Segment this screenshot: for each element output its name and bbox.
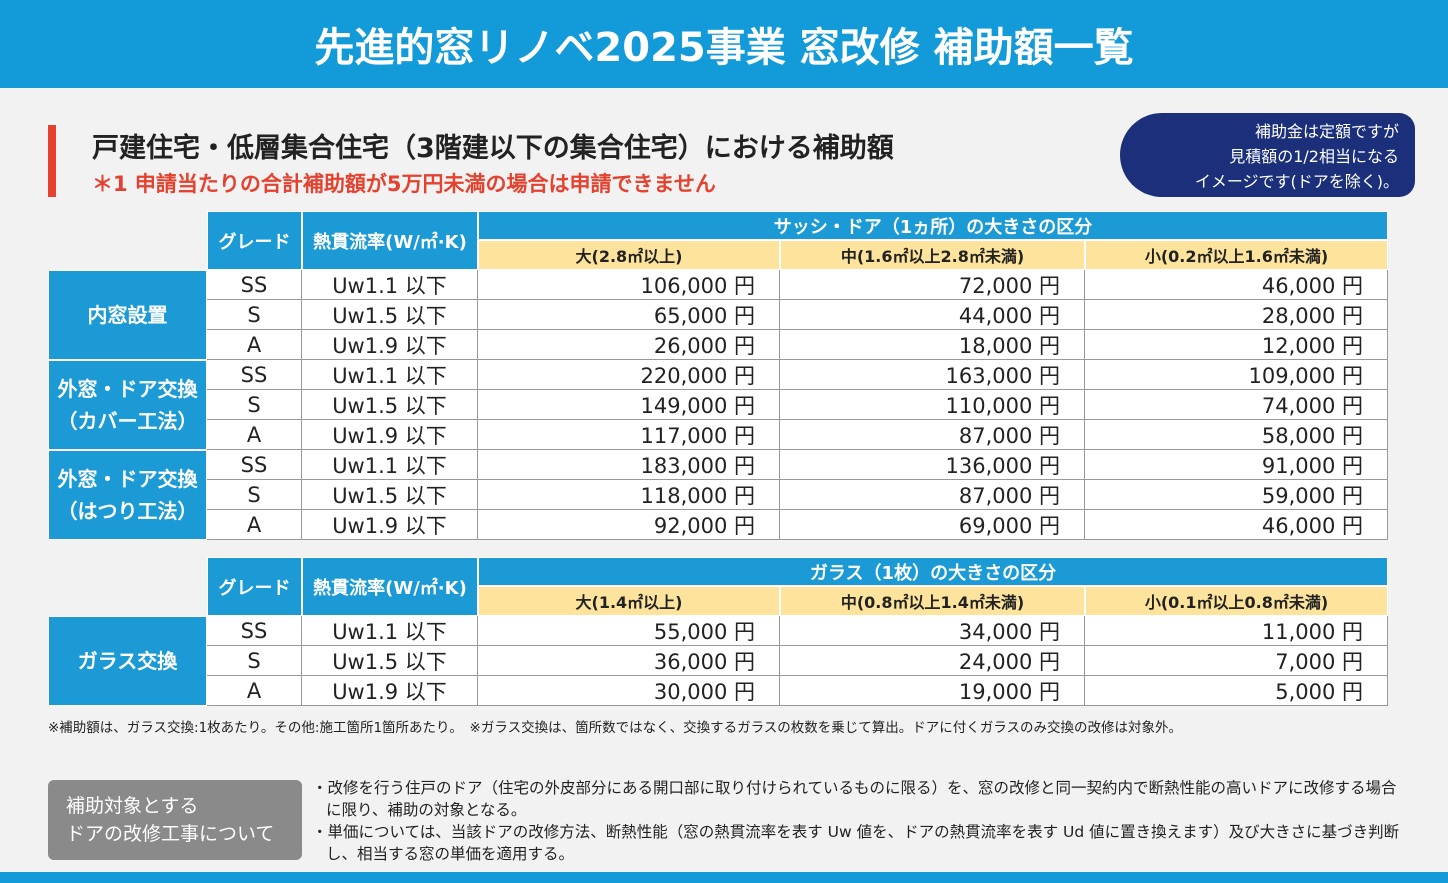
uw-header: 熱貫流率(W/㎡·K) bbox=[302, 211, 478, 270]
title: 先進的窓リノベ2025事業 窓改修 補助額一覧 bbox=[0, 0, 1448, 88]
amount: 46,000 円 bbox=[1085, 510, 1388, 540]
group-label-line: （カバー工法） bbox=[57, 409, 198, 433]
amount: 72,000 円 bbox=[780, 270, 1085, 300]
amount: 7,000 円 bbox=[1085, 646, 1388, 676]
grade: A bbox=[207, 510, 302, 540]
amount: 106,000 円 bbox=[478, 270, 780, 300]
group-label: 内窓設置 bbox=[48, 270, 207, 360]
group-label: 外窓・ドア交換 （はつり工法） bbox=[48, 450, 207, 540]
grade: S bbox=[207, 300, 302, 330]
bullet: ・改修を行う住戸のドア（住宅の外皮部分にある開口部に取り付けられているものに限る… bbox=[312, 779, 1397, 819]
amount: 74,000 円 bbox=[1085, 390, 1388, 420]
amount: 18,000 円 bbox=[780, 330, 1085, 360]
amount: 26,000 円 bbox=[478, 330, 780, 360]
amount: 149,000 円 bbox=[478, 390, 780, 420]
size-subheader: 小(0.1㎡以上0.8㎡未満) bbox=[1085, 586, 1388, 616]
size-header: サッシ・ドア（1ヵ所）の大きさの区分 bbox=[478, 211, 1388, 240]
amount: 87,000 円 bbox=[780, 420, 1085, 450]
grade-header: グレード bbox=[207, 211, 302, 270]
uw-value: Uw1.5 以下 bbox=[302, 390, 478, 420]
uw-value: Uw1.9 以下 bbox=[302, 676, 478, 706]
bottom-strip bbox=[0, 872, 1448, 883]
amount: 28,000 円 bbox=[1085, 300, 1388, 330]
door-bullets: ・改修を行う住戸のドア（住宅の外皮部分にある開口部に取り付けられているものに限る… bbox=[312, 777, 1402, 865]
uw-value: Uw1.1 以下 bbox=[302, 616, 478, 646]
grade: S bbox=[207, 390, 302, 420]
size-subheader: 大(2.8㎡以上) bbox=[478, 240, 780, 270]
callout: 補助金は定額ですが 見積額の1/2相当になる イメージです(ドアを除く)。 bbox=[1120, 113, 1415, 197]
amount: 91,000 円 bbox=[1085, 450, 1388, 480]
amount: 11,000 円 bbox=[1085, 616, 1388, 646]
group-label-line: 外窓・ドア交換 bbox=[57, 377, 198, 401]
amount: 44,000 円 bbox=[780, 300, 1085, 330]
door-label: 補助対象とする ドアの改修工事について bbox=[48, 780, 302, 860]
amount: 65,000 円 bbox=[478, 300, 780, 330]
grade: SS bbox=[207, 450, 302, 480]
amount: 183,000 円 bbox=[478, 450, 780, 480]
uw-value: Uw1.9 以下 bbox=[302, 510, 478, 540]
amount: 34,000 円 bbox=[780, 616, 1085, 646]
grade: SS bbox=[207, 360, 302, 390]
amount: 30,000 円 bbox=[478, 676, 780, 706]
bullet: ・単価については、当該ドアの改修方法、断熱性能（窓の熱貫流率を表す Uw 値を、… bbox=[312, 823, 1400, 863]
grade: A bbox=[207, 420, 302, 450]
door-label-line: ドアの改修工事について bbox=[66, 823, 275, 845]
amount: 69,000 円 bbox=[780, 510, 1085, 540]
size-header: ガラス（1枚）の大きさの区分 bbox=[478, 557, 1388, 586]
uw-value: Uw1.5 以下 bbox=[302, 300, 478, 330]
uw-value: Uw1.1 以下 bbox=[302, 360, 478, 390]
uw-value: Uw1.5 以下 bbox=[302, 480, 478, 510]
uw-value: Uw1.5 以下 bbox=[302, 646, 478, 676]
uw-value: Uw1.9 以下 bbox=[302, 330, 478, 360]
amount: 5,000 円 bbox=[1085, 676, 1388, 706]
callout-line: 見積額の1/2相当になる bbox=[1229, 147, 1399, 166]
amount: 136,000 円 bbox=[780, 450, 1085, 480]
group-label-line: （はつり工法） bbox=[57, 499, 198, 523]
uw-header: 熱貫流率(W/㎡·K) bbox=[302, 557, 478, 616]
amount: 220,000 円 bbox=[478, 360, 780, 390]
amount: 92,000 円 bbox=[478, 510, 780, 540]
amount: 12,000 円 bbox=[1085, 330, 1388, 360]
callout-line: 補助金は定額ですが bbox=[1254, 122, 1399, 141]
amount: 24,000 円 bbox=[780, 646, 1085, 676]
grade-header: グレード bbox=[207, 557, 302, 616]
group-label: 外窓・ドア交換 （カバー工法） bbox=[48, 360, 207, 450]
amount: 46,000 円 bbox=[1085, 270, 1388, 300]
amount: 19,000 円 bbox=[780, 676, 1085, 706]
group-label: ガラス交換 bbox=[48, 616, 207, 706]
footnote: ※補助額は、ガラス交換:1枚あたり。その他:施工箇所1箇所あたり。 ※ガラス交換… bbox=[48, 720, 1183, 736]
size-subheader: 中(0.8㎡以上1.4㎡未満) bbox=[780, 586, 1085, 616]
amount: 110,000 円 bbox=[780, 390, 1085, 420]
accent-bar bbox=[48, 125, 56, 197]
group-label-line: ガラス交換 bbox=[77, 649, 178, 673]
callout-line: イメージです(ドアを除く)。 bbox=[1194, 172, 1399, 191]
grade: S bbox=[207, 646, 302, 676]
amount: 109,000 円 bbox=[1085, 360, 1388, 390]
group-label-line: 内窓設置 bbox=[87, 303, 168, 327]
amount: 36,000 円 bbox=[478, 646, 780, 676]
amount: 59,000 円 bbox=[1085, 480, 1388, 510]
amount: 58,000 円 bbox=[1085, 420, 1388, 450]
amount: 117,000 円 bbox=[478, 420, 780, 450]
section-heading: 戸建住宅・低層集合住宅（3階建以下の集合住宅）における補助額 bbox=[92, 133, 894, 164]
amount: 55,000 円 bbox=[478, 616, 780, 646]
grade: SS bbox=[207, 270, 302, 300]
section-note: ＊1 申請当たりの合計補助額が5万円未満の場合は申請できません bbox=[92, 172, 716, 196]
group-label-line: 外窓・ドア交換 bbox=[57, 467, 198, 491]
amount: 87,000 円 bbox=[780, 480, 1085, 510]
size-subheader: 大(1.4㎡以上) bbox=[478, 586, 780, 616]
size-subheader: 中(1.6㎡以上2.8㎡未満) bbox=[780, 240, 1085, 270]
grade: A bbox=[207, 330, 302, 360]
uw-value: Uw1.1 以下 bbox=[302, 270, 478, 300]
uw-value: Uw1.9 以下 bbox=[302, 420, 478, 450]
size-subheader: 小(0.2㎡以上1.6㎡未満) bbox=[1085, 240, 1388, 270]
grade: S bbox=[207, 480, 302, 510]
amount: 118,000 円 bbox=[478, 480, 780, 510]
door-label-line: 補助対象とする bbox=[66, 795, 199, 817]
grade: SS bbox=[207, 616, 302, 646]
amount: 163,000 円 bbox=[780, 360, 1085, 390]
grade: A bbox=[207, 676, 302, 706]
uw-value: Uw1.1 以下 bbox=[302, 450, 478, 480]
